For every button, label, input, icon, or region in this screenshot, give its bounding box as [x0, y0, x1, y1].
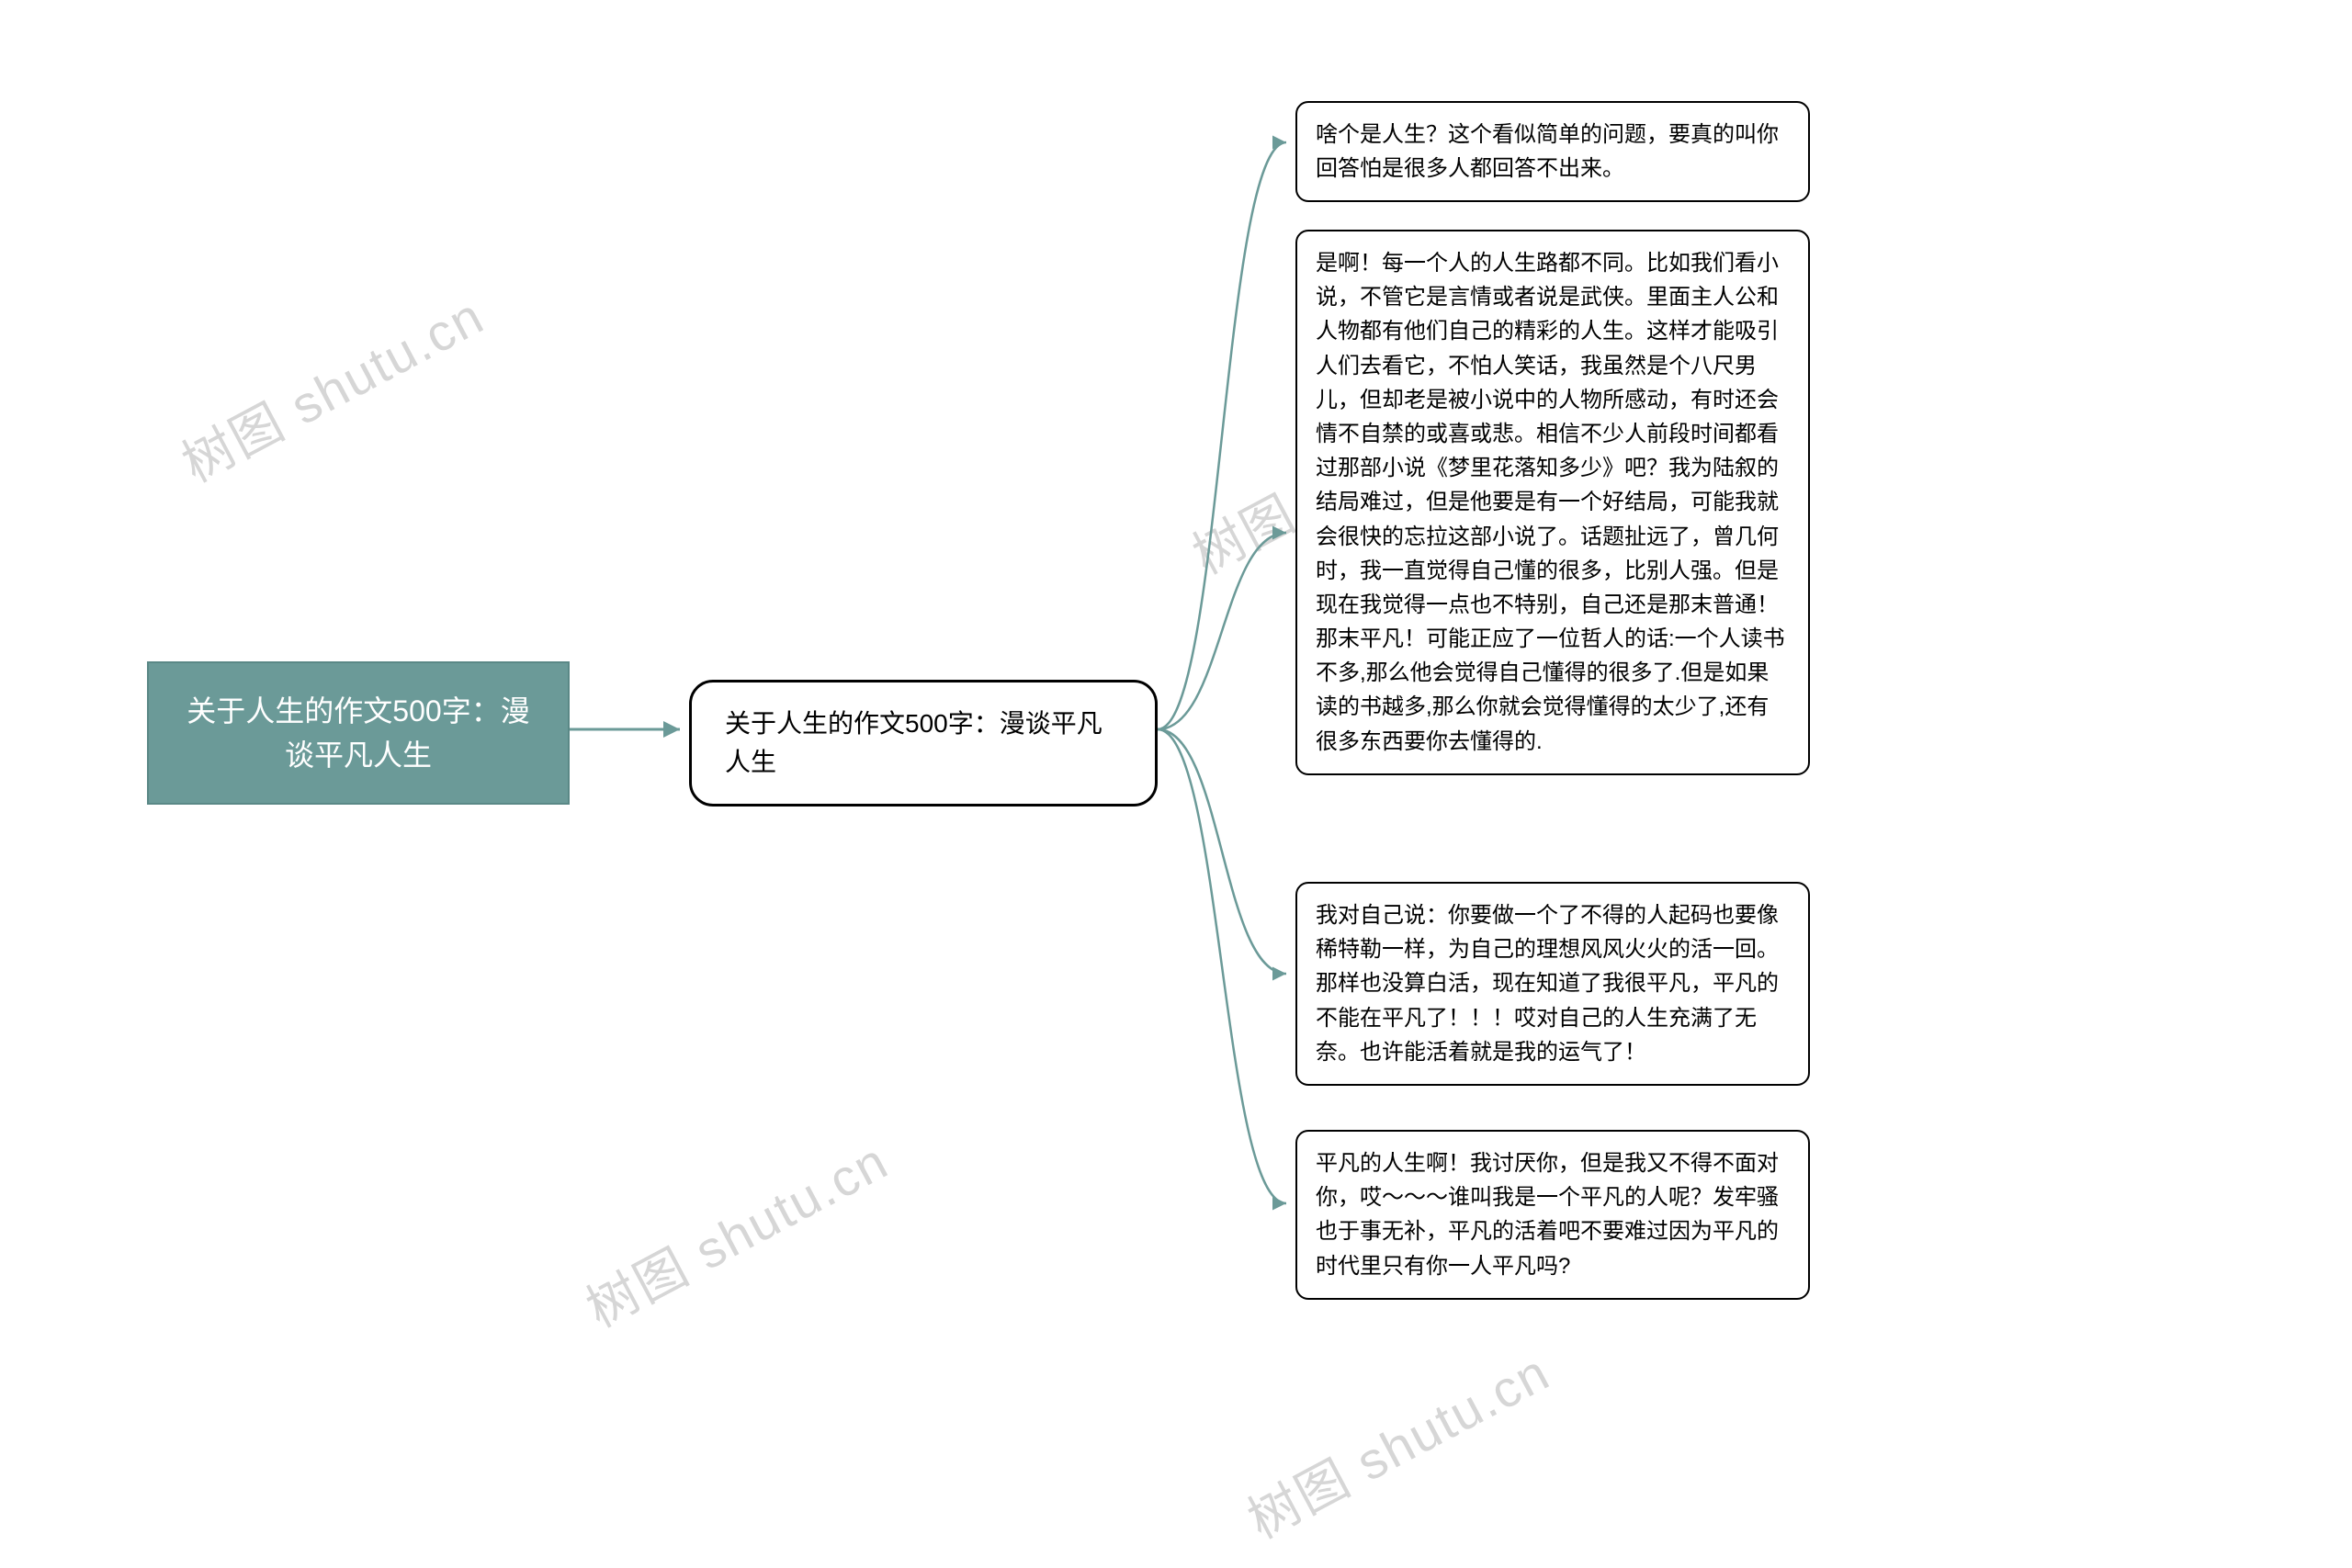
root-node-text: 关于人生的作文500字：漫谈平凡人生: [187, 694, 529, 772]
watermark: 树图 shutu.cn: [1233, 1332, 1561, 1553]
watermark: 树图 shutu.cn: [571, 1121, 899, 1342]
mid-node-text: 关于人生的作文500字：漫谈平凡人生: [725, 709, 1102, 776]
leaf-node-text: 啥个是人生？这个看似简单的问题，要真的叫你回答怕是很多人都回答不出来。: [1316, 122, 1779, 181]
leaf-node: 我对自己说：你要做一个了不得的人起码也要像稀特勒一样，为自己的理想风风火火的活一…: [1295, 882, 1810, 1086]
leaf-node-text: 我对自己说：你要做一个了不得的人起码也要像稀特勒一样，为自己的理想风风火火的活一…: [1316, 903, 1779, 1065]
leaf-node: 平凡的人生啊！我讨厌你，但是我又不得不面对你，哎～～～谁叫我是一个平凡的人呢？发…: [1295, 1130, 1810, 1300]
watermark: 树图 shutu.cn: [167, 276, 495, 497]
root-node: 关于人生的作文500字：漫谈平凡人生: [147, 661, 570, 805]
leaf-node: 是啊！每一个人的人生路都不同。比如我们看小说，不管它是言情或者说是武侠。里面主人…: [1295, 230, 1810, 775]
leaf-node-text: 平凡的人生啊！我讨厌你，但是我又不得不面对你，哎～～～谁叫我是一个平凡的人呢？发…: [1316, 1151, 1779, 1279]
mid-node: 关于人生的作文500字：漫谈平凡人生: [689, 680, 1158, 807]
leaf-node-text: 是啊！每一个人的人生路都不同。比如我们看小说，不管它是言情或者说是武侠。里面主人…: [1316, 251, 1785, 754]
leaf-node: 啥个是人生？这个看似简单的问题，要真的叫你回答怕是很多人都回答不出来。: [1295, 101, 1810, 202]
